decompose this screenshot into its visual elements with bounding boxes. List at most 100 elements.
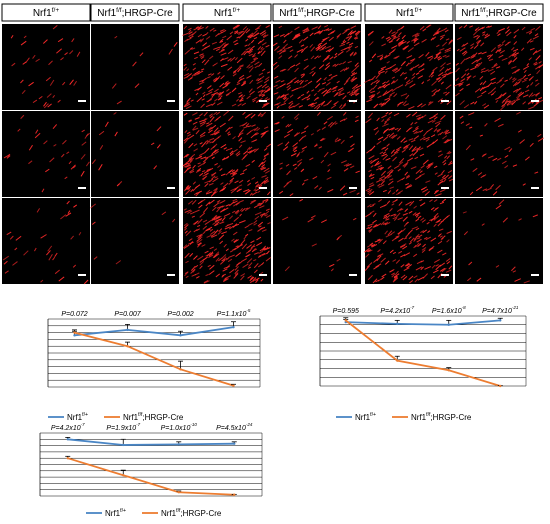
cone-mark [438,150,442,153]
cone-mark [236,98,239,102]
cone-mark [394,270,399,276]
cone-mark [317,44,322,49]
cone-mark [339,185,346,191]
cone-mark [314,83,321,89]
cone-mark [401,149,406,153]
cone-mark [429,217,436,222]
cone-mark [218,49,226,54]
cone-mark [199,53,204,56]
cone-mark [66,200,70,205]
cone-mark [220,259,226,265]
cone-mark [2,255,10,261]
cone-mark [349,51,354,56]
cone-mark [393,275,398,279]
cone-mark [460,58,466,65]
cone-mark [365,212,372,218]
cone-mark [224,275,231,280]
cone-mark [41,188,45,193]
cone-mark [482,153,487,156]
cone-mark [422,188,429,193]
cone-mark [220,75,225,80]
cone-mark [538,61,542,64]
cone-mark [309,43,314,48]
cone-mark [382,240,387,245]
cone-mark [382,128,389,134]
cone-mark [273,92,279,95]
cone-mark [524,89,530,93]
cone-mark [393,35,401,40]
cone-mark [267,87,271,91]
cone-mark [229,31,234,35]
cone-mark [354,37,359,40]
cone-mark [368,59,373,63]
cone-mark [213,148,219,154]
cone-mark [199,258,205,263]
cone-mark [64,52,68,56]
cone-mark [487,91,492,95]
cone-mark [392,277,399,283]
cone-mark [376,117,380,122]
cone-mark [323,151,329,158]
cone-mark [260,278,264,282]
cone-mark [202,173,209,177]
cone-mark [378,102,383,106]
cone-mark [419,136,426,141]
cone-mark [246,130,252,135]
cone-mark [393,31,399,36]
cone-mark [183,66,188,71]
cone-mark [433,223,437,227]
data-point-knockout [232,384,235,387]
cone-mark [20,114,25,119]
cone-mark [265,170,270,174]
cone-mark [314,185,319,189]
cone-mark [385,66,392,71]
cone-mark [529,77,533,82]
cone-mark [367,190,372,195]
cone-mark [385,36,391,40]
cone-mark [432,36,437,40]
cone-mark [234,180,239,184]
panel-background [273,198,361,284]
cone-mark [433,189,440,195]
p-value-base: P=0.002 [167,311,193,318]
cone-mark [345,28,350,31]
cone-mark [190,188,194,193]
cone-mark [202,219,208,223]
data-point-knockout [396,359,399,362]
cone-mark [328,74,332,77]
cone-mark [204,59,210,66]
cone-mark [233,273,239,279]
cone-mark [203,280,210,284]
cone-mark [185,230,192,237]
cone-mark [423,236,428,240]
cone-mark [23,35,27,39]
cone-mark [261,180,266,185]
cone-mark [257,51,261,54]
cone-mark [256,236,262,241]
p-value-sup: -5 [246,308,251,313]
cone-mark [276,49,283,53]
cone-mark [518,218,522,221]
cone-mark [200,156,207,160]
cone-mark [421,186,427,191]
cone-mark [446,62,452,66]
cone-mark [390,36,397,42]
cone-mark [54,269,60,275]
cone-mark [253,188,257,192]
cone-mark [514,68,520,74]
cone-mark [242,80,246,84]
cone-mark [192,269,196,273]
cone-mark [242,263,249,268]
cone-mark [355,65,360,69]
cone-mark [306,90,310,94]
cone-mark [338,62,343,66]
cone-mark [111,83,117,89]
cone-mark [274,45,280,51]
cone-mark [382,154,389,161]
data-point-control [232,325,235,329]
cone-mark [470,54,475,58]
cone-mark [448,151,452,155]
cone-mark [436,128,442,132]
cone-mark [368,249,373,253]
legend-label-knockout-base: Nrf1 [123,413,139,422]
